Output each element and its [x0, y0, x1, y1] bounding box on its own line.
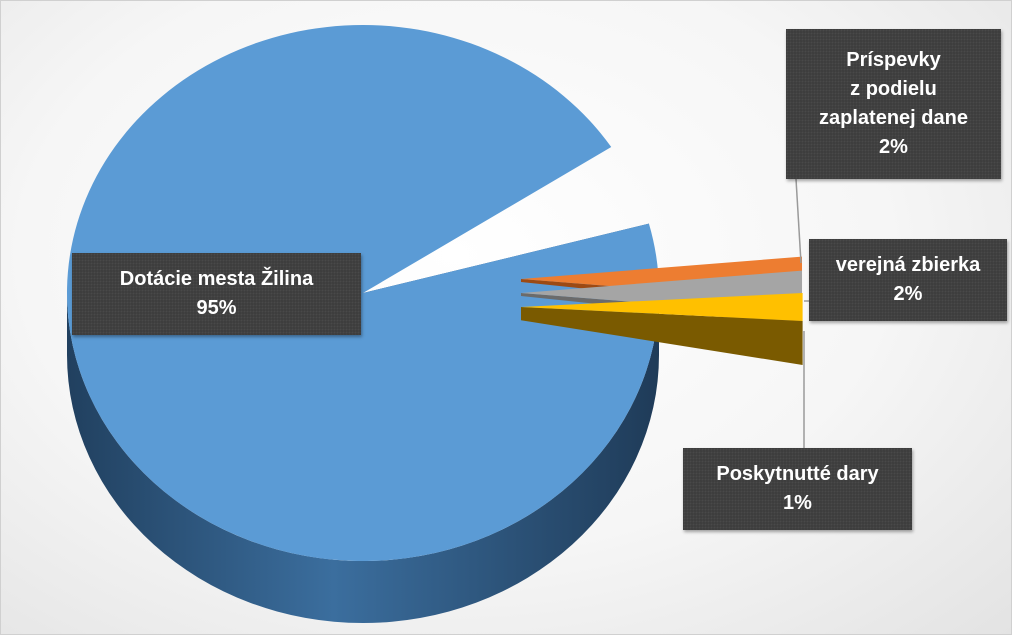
- pie-slice-dotacie: [67, 24, 660, 561]
- data-label-prispevky: Príspevky z podielu zaplatenej dane 2%: [786, 29, 1001, 179]
- data-label-dotacie: Dotácie mesta Žilina 95%: [72, 253, 361, 335]
- pie-slice-dotacie-side: [67, 293, 659, 623]
- pie-slice-dary: [521, 292, 803, 322]
- pie-slice-dary-side: [521, 307, 803, 366]
- data-label-prispevky-line2: z podielu: [850, 78, 937, 100]
- data-label-dary-name: Poskytnutté dary: [716, 463, 879, 485]
- data-label-prispevky-value: 2%: [879, 136, 908, 158]
- data-label-dary-value: 1%: [783, 492, 812, 514]
- data-label-zbierka-name: verejná zbierka: [835, 254, 981, 276]
- data-label-prispevky-line1: Príspevky: [846, 49, 941, 71]
- data-label-prispevky-line3: zaplatenej dane: [819, 107, 968, 129]
- data-label-zbierka-value: 2%: [893, 283, 923, 305]
- data-label-zbierka: verejná zbierka 2%: [809, 239, 1007, 321]
- data-label-dotacie-name: Dotácie mesta Žilina: [119, 268, 314, 290]
- leader-line-prispevky: [795, 178, 802, 264]
- data-label-dotacie-value: 95%: [196, 297, 237, 319]
- data-label-dary: Poskytnutté dary 1%: [683, 448, 912, 530]
